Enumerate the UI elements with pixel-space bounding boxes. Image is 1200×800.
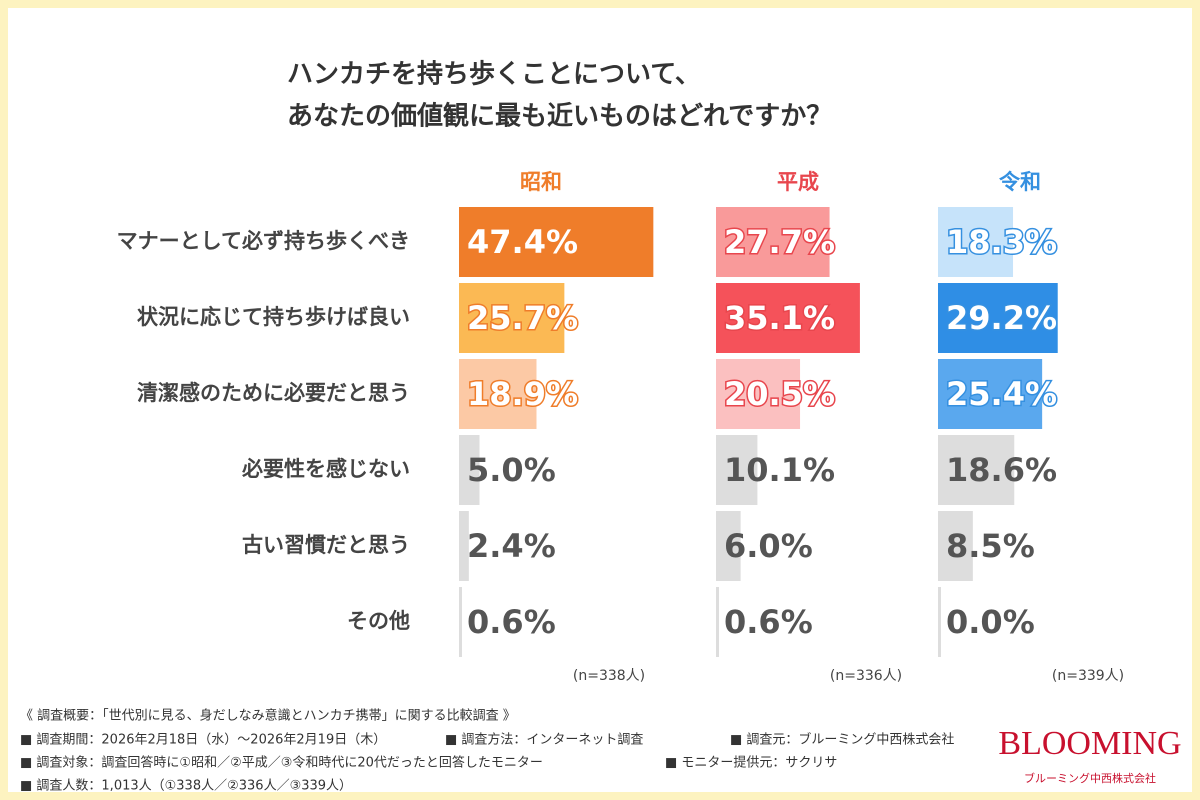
value-label: 29.2% bbox=[946, 299, 1057, 337]
chart-title: ハンカチを持ち歩くことについて、 bbox=[287, 60, 701, 90]
series-name: 平成 bbox=[777, 170, 819, 194]
category-label: 古い習慣だと思う bbox=[242, 533, 410, 557]
bar bbox=[716, 511, 741, 581]
series-name: 昭和 bbox=[520, 170, 562, 194]
bar bbox=[938, 435, 1015, 505]
bar bbox=[459, 359, 537, 429]
value-label: 25.4% bbox=[946, 375, 1057, 413]
value-label: 0.6% bbox=[467, 603, 556, 641]
bar-stub bbox=[938, 511, 941, 581]
footer-text: ■ 調査対象：調査回答時に①昭和／②平成／③令和時代に20代だったと回答したモニ… bbox=[20, 755, 543, 771]
company: ブルーミング中西株式会社 bbox=[1024, 771, 1156, 785]
bar-stub bbox=[459, 435, 462, 505]
sample-size: (n=338人) bbox=[573, 668, 645, 684]
footer-text: ■ 調査方法：インターネット調査 bbox=[445, 732, 643, 748]
value-label: 20.5% bbox=[724, 375, 835, 413]
bar-stub bbox=[716, 435, 719, 505]
bar bbox=[938, 207, 1014, 277]
value-label: 27.7% bbox=[724, 223, 835, 261]
bar-stub bbox=[938, 587, 941, 657]
value-label: 6.0% bbox=[724, 527, 813, 565]
category-label: その他 bbox=[347, 609, 410, 633]
value-label: 8.5% bbox=[946, 527, 1035, 565]
bar bbox=[716, 283, 860, 353]
category-label: 清潔感のために必要だと思う bbox=[137, 381, 410, 405]
footer-text: 《 調査概要：「世代別に見る、身だしなみ意識とハンカチ携帯」に関する比較調査 》 bbox=[20, 708, 516, 724]
bar-stub bbox=[459, 511, 462, 581]
bar-stub bbox=[459, 587, 462, 657]
bar bbox=[459, 435, 480, 505]
value-label: 0.6% bbox=[724, 603, 813, 641]
category-label: マナーとして必ず持ち歩くべき bbox=[117, 229, 410, 253]
bar bbox=[716, 207, 830, 277]
value-label: 18.9% bbox=[467, 375, 578, 413]
sample-size: (n=339人) bbox=[1052, 668, 1124, 684]
sample-size: (n=336人) bbox=[830, 668, 902, 684]
bar bbox=[938, 359, 1043, 429]
value-label: 18.3% bbox=[946, 223, 1057, 261]
value-label: 2.4% bbox=[467, 527, 556, 565]
value-label: 18.6% bbox=[946, 451, 1057, 489]
footer-text: ■ 調査期間：2026年2月18日（水）〜2026年2月19日（木） bbox=[20, 733, 386, 748]
value-label: 0.0% bbox=[946, 603, 1035, 641]
bar-stub bbox=[716, 587, 719, 657]
value-label: 47.4% bbox=[467, 223, 578, 261]
bar bbox=[938, 283, 1058, 353]
category-label: 状況に応じて持ち歩けば良い bbox=[137, 305, 410, 329]
bar bbox=[459, 283, 565, 353]
logo: BLOOMING bbox=[998, 725, 1181, 762]
value-label: 25.7% bbox=[467, 299, 578, 337]
footer-text: ■ モニター提供元：サクリサ bbox=[665, 755, 837, 771]
bar bbox=[459, 511, 469, 581]
chart-title: あなたの価値観に最も近いものはどれですか？ bbox=[287, 101, 832, 132]
bar-stub bbox=[938, 435, 941, 505]
bar-stub bbox=[716, 511, 719, 581]
footer-text: ■ 調査元：ブルーミング中西株式会社 bbox=[730, 732, 954, 748]
category-label: 必要性を感じない bbox=[242, 457, 410, 481]
footer-text: ■ 調査人数：1,013人（①338人／②336人／③339人） bbox=[20, 779, 352, 794]
bar bbox=[716, 435, 758, 505]
value-label: 5.0% bbox=[467, 451, 556, 489]
bar bbox=[459, 207, 654, 277]
bar bbox=[716, 359, 801, 429]
bar bbox=[938, 511, 973, 581]
series-name: 令和 bbox=[999, 170, 1041, 194]
value-label: 10.1% bbox=[724, 451, 835, 489]
value-label: 35.1% bbox=[724, 299, 835, 337]
